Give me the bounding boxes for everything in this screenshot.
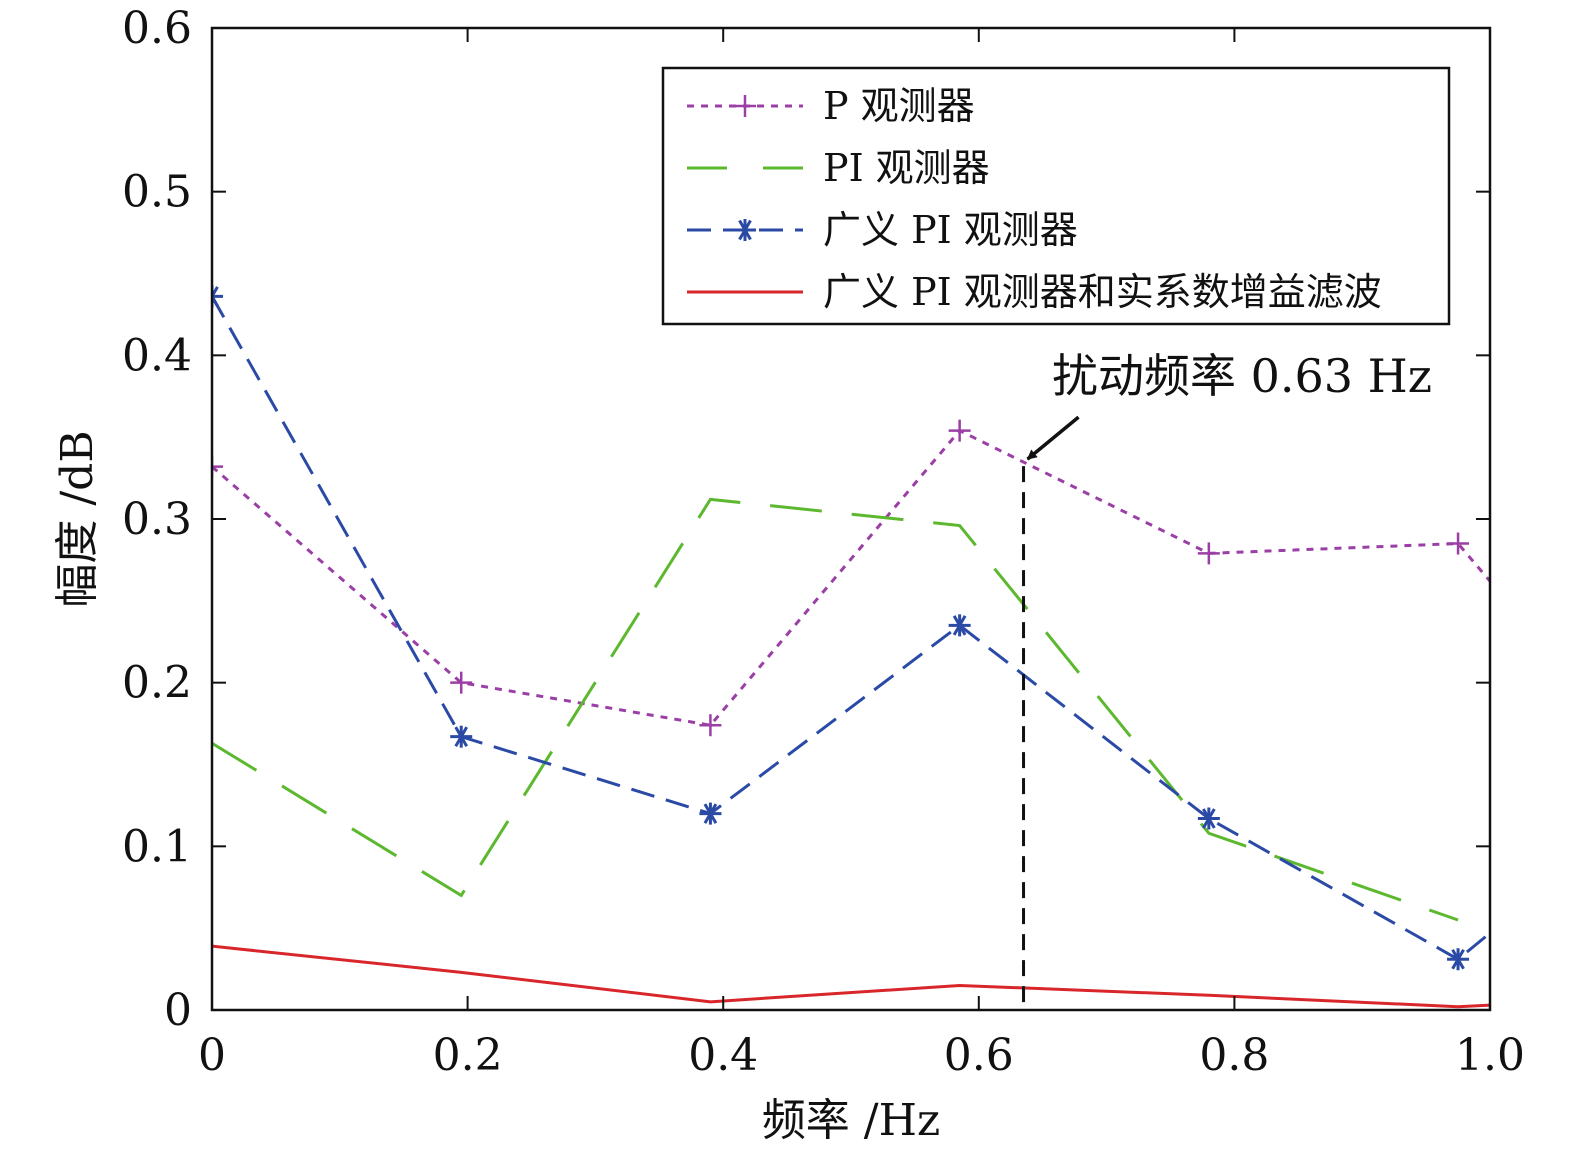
y-tick-label: 0.4 [122,330,192,381]
y-tick-label: 0.3 [122,494,192,545]
data-point [212,285,223,308]
series-3 [212,285,1490,971]
ticks-layer: 0 0.2 0.4 0.6 0.8 1.0 0 0.1 0.2 0.3 0.4 0.5 0.6 [122,3,1525,1081]
series-layer [212,285,1490,1009]
x-tick-label: 0.8 [1199,1030,1269,1081]
legend-label: 广义 PI 观测器和实系数增益滤波 [823,270,1382,314]
data-point [948,419,971,442]
legend-item: 广义 PI 观测器和实系数增益滤波 [687,270,1382,314]
y-tick-label: 0.5 [122,167,192,218]
data-point [1447,532,1470,555]
x-tick-label: 0.2 [433,1030,503,1081]
legend-label: PI 观测器 [823,146,990,190]
series-line [212,944,1490,1009]
legend-box [661,66,1451,326]
x-tick-label: 0.4 [688,1030,758,1081]
y-tick-label: 0.1 [122,821,192,872]
y-axis-title: 幅度 /dB [52,430,103,607]
data-point [450,725,473,748]
data-point [1447,948,1470,971]
series-line [212,497,1459,922]
y-tick-label: 0.2 [122,658,192,709]
legend-item: PI 观测器 [687,146,990,190]
y-tick-label: 0.6 [122,3,192,54]
series-1 [212,419,1490,737]
annotation-arrow [1026,415,1080,461]
series-2 [212,497,1459,922]
legend-label: 广义 PI 观测器 [823,208,1078,252]
x-tick-label: 1.0 [1455,1030,1525,1081]
y-tick-label: 0 [164,985,192,1036]
annotation-layer: 扰动频率 0.63 Hz [1022,349,1432,1010]
data-point [734,95,756,117]
legend-item: 广义 PI 观测器 [687,208,1078,252]
x-tick-label: 0.6 [944,1030,1014,1081]
x-axis-title: 频率 /Hz [762,1095,940,1146]
data-point [734,219,756,241]
data-point [948,614,971,637]
series-line [212,428,1490,727]
legend-item: P 观测器 [687,84,975,128]
data-point [699,714,722,737]
series-4 [212,944,1490,1009]
legend-label: P 观测器 [823,84,975,128]
x-tick-label: 0 [198,1030,226,1081]
data-point [450,671,473,694]
annotation-text: 扰动频率 0.63 Hz [1052,349,1432,403]
data-point [212,455,223,478]
data-point [699,802,722,825]
data-point [1197,807,1220,830]
data-point [1197,542,1220,565]
